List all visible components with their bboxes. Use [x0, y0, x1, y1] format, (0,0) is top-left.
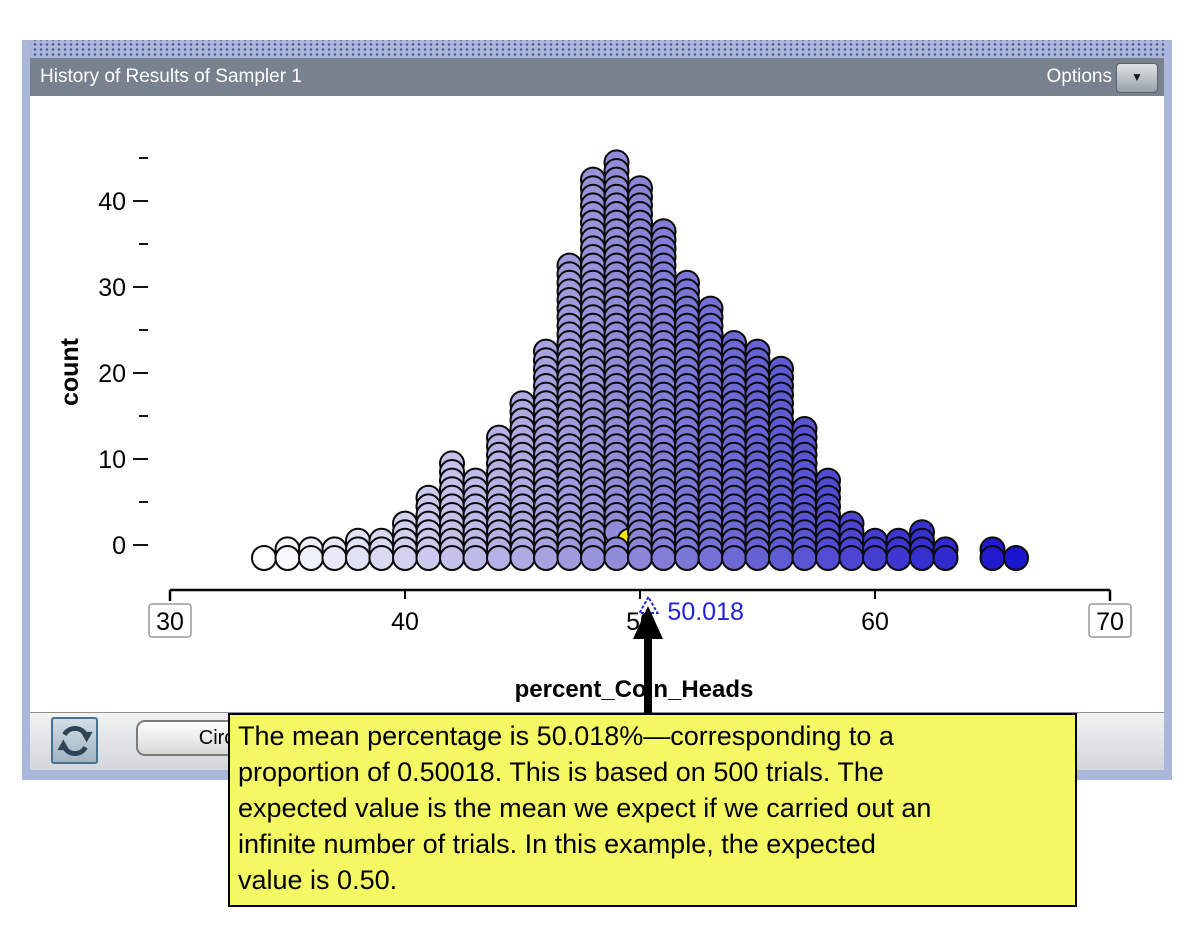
window-titlebar: History of Results of Sampler 1 Options … [30, 58, 1164, 96]
help-balloon: The mean percentage is 50.018%—correspon… [228, 713, 1077, 907]
plot-area [30, 96, 1164, 712]
rerun-button[interactable] [51, 717, 98, 764]
window-title: History of Results of Sampler 1 [40, 66, 302, 87]
history-window: History of Results of Sampler 1 Options … [22, 40, 1172, 780]
refresh-icon [56, 725, 93, 756]
options-label[interactable]: Options [1046, 66, 1112, 87]
window-drag-strip[interactable] [30, 40, 1164, 58]
options-dropdown-button[interactable]: ▼ [1116, 63, 1158, 93]
chevron-down-icon: ▼ [1131, 70, 1143, 84]
